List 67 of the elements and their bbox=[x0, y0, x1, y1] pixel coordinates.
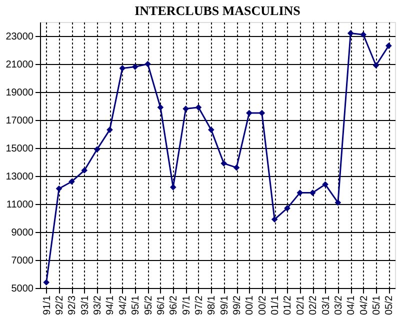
x-tick-label: 02/1 bbox=[295, 295, 306, 315]
x-tick-label: 95/2 bbox=[143, 295, 154, 315]
point bbox=[271, 216, 278, 223]
point bbox=[208, 126, 214, 133]
x-tick-label: 00/1 bbox=[244, 295, 256, 315]
y-tick-label: 19000 bbox=[6, 88, 34, 98]
chart-title: INTERCLUBS MASCULINS bbox=[134, 3, 300, 18]
point bbox=[386, 42, 392, 49]
x-tick-label: 97/2 bbox=[194, 295, 205, 315]
point bbox=[132, 64, 138, 70]
point bbox=[372, 62, 380, 69]
x-tick-label: 04/1 bbox=[346, 295, 358, 315]
x-tick-label: 93/2 bbox=[92, 295, 104, 315]
x-tick-label: 94/1 bbox=[105, 295, 116, 315]
x-tick-label: 04/2 bbox=[358, 295, 370, 315]
x-tick-label: 96/2 bbox=[168, 295, 180, 315]
point bbox=[284, 205, 290, 212]
x-tick-label: 05/1 bbox=[371, 295, 382, 315]
x-tick-label: 98/1 bbox=[206, 295, 218, 315]
x-tick-label: 03/2 bbox=[333, 295, 344, 315]
point bbox=[144, 60, 151, 68]
x-tick-label: 97/1 bbox=[181, 295, 192, 315]
point bbox=[119, 65, 126, 72]
point bbox=[233, 164, 240, 171]
point bbox=[56, 185, 62, 192]
point bbox=[182, 106, 189, 112]
y-tick-label: 17000 bbox=[6, 116, 34, 126]
x-tick-label: 91/1 bbox=[42, 295, 53, 315]
x-tick-label: 99/2 bbox=[232, 295, 244, 315]
x-tick-label: 92/3 bbox=[67, 295, 78, 315]
x-tick-label: 99/1 bbox=[219, 295, 230, 315]
point bbox=[322, 181, 328, 188]
y-tick-label: 23000 bbox=[6, 32, 34, 42]
x-tick-label: 00/2 bbox=[257, 295, 268, 315]
x-tick-label: 94/2 bbox=[118, 295, 129, 315]
point bbox=[94, 146, 100, 153]
x-tick-label: 96/1 bbox=[156, 295, 167, 315]
point bbox=[347, 30, 354, 36]
point bbox=[68, 178, 75, 185]
y-tick-label: 15000 bbox=[6, 144, 34, 154]
point bbox=[81, 167, 88, 174]
x-tick-label: 92/2 bbox=[54, 295, 66, 315]
x-tick-label: 02/2 bbox=[308, 295, 320, 315]
point bbox=[246, 110, 252, 116]
x-tick-label: 93/1 bbox=[80, 295, 91, 315]
point bbox=[360, 31, 366, 38]
point bbox=[334, 199, 342, 206]
point bbox=[195, 104, 202, 111]
point bbox=[106, 126, 113, 133]
point bbox=[43, 279, 50, 286]
y-tick-label: 5000 bbox=[11, 284, 34, 294]
point bbox=[157, 104, 164, 111]
point bbox=[296, 190, 304, 196]
y-tick-label: 21000 bbox=[6, 60, 34, 70]
x-tick-label: 05/2 bbox=[384, 295, 396, 315]
point bbox=[170, 184, 176, 190]
x-tick-label: 01/1 bbox=[270, 295, 282, 315]
y-tick-label: 9000 bbox=[11, 228, 34, 238]
point bbox=[220, 160, 227, 167]
point bbox=[309, 190, 316, 196]
point bbox=[258, 110, 266, 116]
y-tick-label: 7000 bbox=[11, 256, 34, 266]
x-tick-label: 95/1 bbox=[130, 295, 142, 315]
y-tick-label: 13000 bbox=[6, 172, 34, 182]
x-tick-label: 03/1 bbox=[320, 295, 332, 315]
x-tick-label: 01/2 bbox=[282, 295, 294, 315]
y-tick-label: 11000 bbox=[6, 200, 34, 210]
